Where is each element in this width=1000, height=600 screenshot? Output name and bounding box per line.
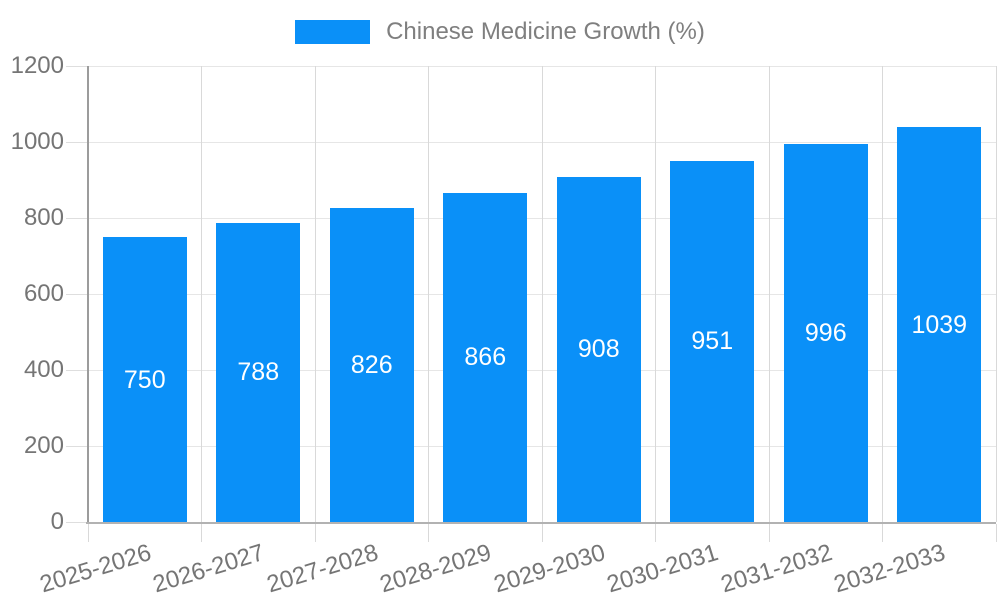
x-axis-tick [87,524,89,542]
y-tick-label: 600 [23,280,64,307]
v-gridline [995,66,997,522]
bar [556,176,641,522]
y-axis-tick [66,521,88,523]
legend-label: Chinese Medicine Growth (%) [386,18,705,45]
y-axis-tick [66,369,88,371]
y-axis-tick [66,217,88,219]
legend-swatch [295,20,371,44]
x-axis-tick [882,524,883,542]
x-axis-tick [428,524,429,542]
y-axis-tick [66,65,88,67]
y-axis-line [86,66,89,524]
bar-value-label: 996 [804,318,847,347]
x-tick-label: 2029-2030 [490,539,609,599]
v-gridline [655,66,656,522]
bar [329,208,414,522]
bar [783,143,868,522]
bar-value-label: 788 [237,358,280,387]
y-axis-tick [66,293,88,295]
x-axis-tick [768,524,770,542]
x-tick-label: 2025-2026 [36,539,155,599]
y-tick-label: 200 [23,432,64,459]
v-gridline [201,66,202,522]
x-tick-label: 2028-2029 [377,539,495,599]
v-gridline [428,66,429,522]
y-tick-label: 400 [23,356,64,383]
x-axis-tick [655,524,656,542]
bar-value-label: 826 [350,351,393,380]
y-tick-label: 1200 [10,52,64,79]
bar-value-label: 951 [691,327,734,356]
v-gridline [882,66,883,522]
x-tick-label: 2030-2031 [604,539,722,599]
x-tick-label: 2026-2027 [150,539,268,599]
bar-value-label: 866 [464,343,507,372]
v-gridline [768,66,770,522]
x-tick-label: 2032-2033 [831,539,949,599]
bar-value-label: 750 [123,365,166,394]
y-tick-label: 0 [50,508,64,535]
x-axis-tick [995,524,997,542]
y-tick-label: 1000 [10,128,64,155]
x-axis-tick [201,524,202,542]
bar-value-label: 908 [577,335,620,364]
bar [670,160,755,522]
y-axis-tick [66,445,88,447]
x-axis-tick [541,524,543,542]
bar [216,222,301,522]
legend: Chinese Medicine Growth (%) [0,20,1000,44]
bar [102,237,187,522]
x-tick-label: 2027-2028 [263,539,382,599]
bar [897,127,982,522]
x-axis-tick [314,524,316,542]
bar-value-label: 1039 [911,310,968,339]
x-axis-line [86,522,996,524]
y-axis-tick [66,141,88,143]
x-tick-label: 2031-2032 [717,539,836,599]
v-gridline [314,66,316,522]
y-tick-label: 800 [23,204,64,231]
v-gridline [541,66,543,522]
bar [443,192,528,522]
